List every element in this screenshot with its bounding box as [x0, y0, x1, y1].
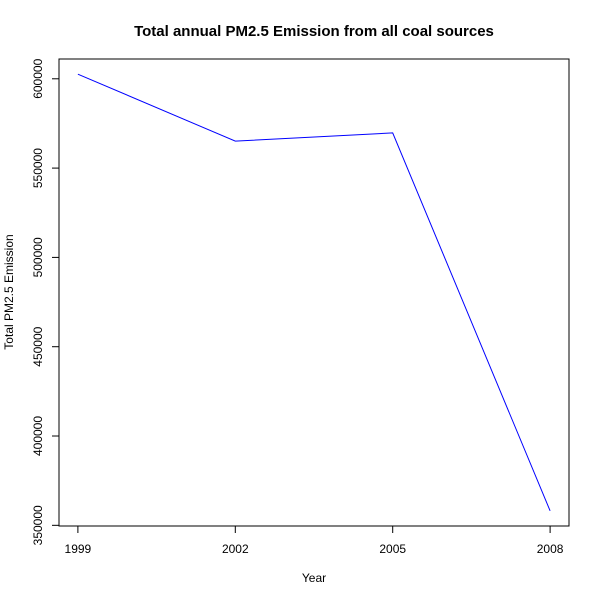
chart-title: Total annual PM2.5 Emission from all coa…: [134, 23, 494, 40]
x-axis: 1999 2002 2005 2008: [65, 525, 564, 556]
plot-frame: [58, 58, 570, 527]
y-axis-label: Total PM2.5 Emission: [2, 234, 16, 349]
x-tick-label: 2005: [379, 542, 406, 556]
y-tick-label: 350000: [31, 505, 45, 545]
x-tick-label: 1999: [65, 542, 92, 556]
y-tick-label: 400000: [31, 416, 45, 456]
x-axis-label: Year: [302, 571, 326, 585]
y-tick-label: 550000: [31, 148, 45, 188]
y-tick-label: 450000: [31, 326, 45, 366]
y-tick-label: 500000: [31, 237, 45, 277]
y-tick-label: 600000: [31, 58, 45, 98]
y-axis: 350000 400000 450000 500000 550000 600000: [31, 58, 60, 545]
series-line: [77, 73, 551, 512]
series-layer: [77, 73, 551, 512]
x-tick-label: 2008: [537, 542, 564, 556]
x-tick-label: 2002: [222, 542, 249, 556]
